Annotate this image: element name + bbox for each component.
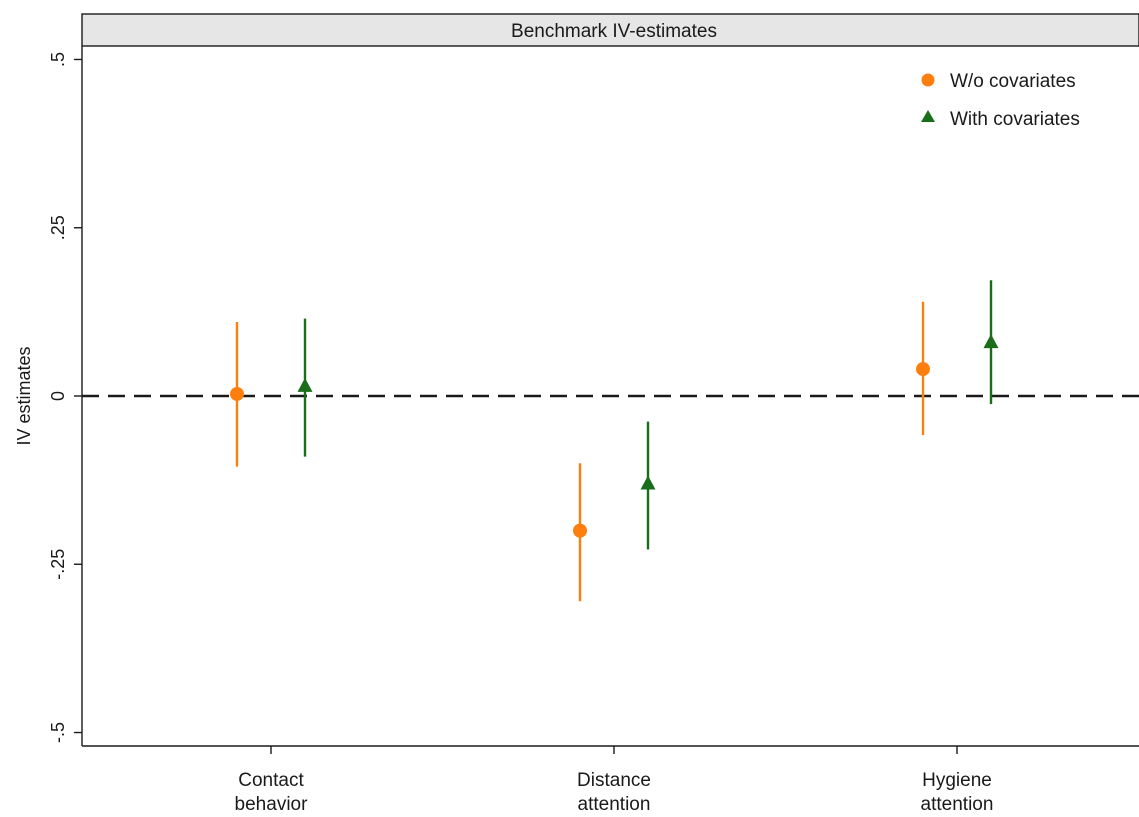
point-estimate-triangle bbox=[640, 475, 656, 490]
y-tick-label: .25 bbox=[48, 215, 68, 240]
y-tick-label: .5 bbox=[48, 52, 68, 67]
x-category-label: Hygiene bbox=[922, 770, 992, 791]
legend-label-with-covariates: With covariates bbox=[950, 109, 1080, 130]
x-category-label: behavior bbox=[235, 794, 309, 815]
point-estimate-circle bbox=[230, 386, 244, 401]
point-estimate-circle bbox=[916, 362, 930, 377]
legend-marker-wo-covariates bbox=[921, 73, 935, 87]
y-tick-label: -.5 bbox=[48, 722, 68, 743]
y-axis-title: IV estimates bbox=[14, 346, 34, 445]
y-ticks: .5 .25 0 -.25 -.5 bbox=[48, 52, 82, 743]
x-category-label: Contact bbox=[238, 770, 304, 791]
point-estimate-triangle bbox=[297, 377, 313, 392]
x-ticks: Contact behavior Distance attention Hygiene a… bbox=[235, 746, 994, 815]
x-category-label: attention bbox=[921, 794, 994, 815]
panel-title: Benchmark IV-estimates bbox=[511, 21, 717, 42]
data-marks bbox=[230, 280, 999, 602]
legend: W/o covariates With covariates bbox=[921, 71, 1080, 130]
x-category-label: attention bbox=[578, 794, 651, 815]
panel-header bbox=[81, 13, 1139, 47]
point-estimate-circle bbox=[573, 523, 587, 538]
y-tick-label: 0 bbox=[48, 391, 68, 401]
legend-marker-with-covariates bbox=[921, 110, 935, 122]
point-estimate-triangle bbox=[983, 334, 999, 349]
legend-label-wo-covariates: W/o covariates bbox=[950, 71, 1076, 92]
x-category-label: Distance bbox=[577, 770, 651, 791]
y-tick-label: -.25 bbox=[48, 549, 68, 580]
